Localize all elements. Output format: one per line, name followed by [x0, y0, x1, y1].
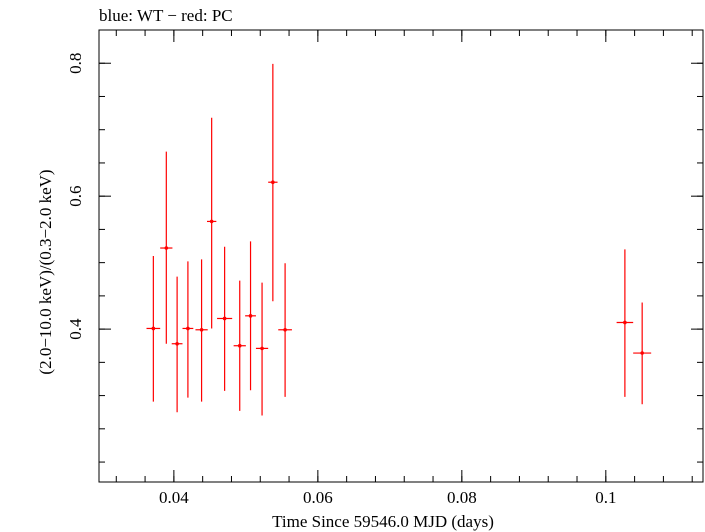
data-point — [206, 117, 217, 329]
point-marker — [199, 327, 204, 332]
y-axis-ticks — [99, 62, 703, 463]
data-points — [146, 63, 652, 416]
data-point — [268, 63, 278, 302]
point-marker — [222, 316, 227, 321]
data-point — [255, 282, 269, 416]
x-tick-label: 0.1 — [595, 488, 616, 507]
data-point — [278, 263, 292, 397]
data-point — [171, 276, 183, 413]
chart-title: blue: WT − red: PC — [99, 6, 233, 25]
point-marker — [283, 327, 287, 332]
data-point — [245, 241, 256, 391]
data-point — [633, 302, 652, 405]
y-axis-tick-labels: 0.4 0.6 0.8 — [66, 53, 85, 340]
data-point — [182, 261, 194, 398]
data-point — [195, 259, 208, 402]
point-marker — [175, 341, 179, 346]
x-tick-label: 0.08 — [447, 488, 477, 507]
point-marker — [164, 246, 169, 250]
point-marker — [151, 326, 156, 331]
point-marker — [271, 180, 275, 185]
x-axis-tick-labels: 0.04 0.06 0.08 0.1 — [159, 488, 616, 507]
x-tick-label: 0.06 — [303, 488, 333, 507]
x-axis-ticks — [115, 30, 693, 482]
point-marker — [248, 314, 253, 318]
x-axis-label: Time Since 59546.0 MJD (days) — [272, 512, 494, 531]
point-marker — [186, 326, 190, 331]
data-point — [146, 256, 161, 402]
point-marker — [640, 351, 644, 355]
y-tick-label: 0.6 — [66, 186, 85, 207]
point-marker — [623, 320, 627, 325]
plot-frame — [98, 29, 704, 483]
data-point — [217, 246, 233, 391]
y-axis-label: (2.0−10.0 keV)/(0.3−2.0 keV) — [36, 169, 55, 374]
point-marker — [260, 346, 264, 351]
y-tick-label: 0.4 — [66, 318, 85, 340]
y-tick-label: 0.8 — [66, 53, 85, 74]
data-point — [160, 151, 173, 344]
data-point — [616, 249, 634, 397]
point-marker — [237, 343, 242, 348]
point-marker — [209, 219, 214, 224]
data-point — [233, 280, 246, 411]
x-tick-label: 0.04 — [159, 488, 189, 507]
